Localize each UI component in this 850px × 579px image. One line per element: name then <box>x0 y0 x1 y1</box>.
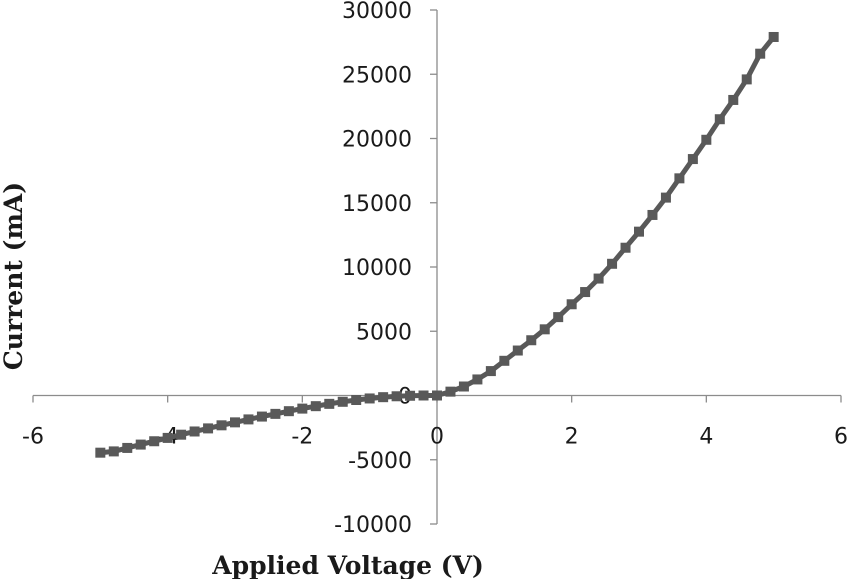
data-point <box>526 335 537 346</box>
data-point <box>499 355 510 366</box>
data-point <box>687 154 698 165</box>
data-point <box>660 192 671 203</box>
data-point <box>324 398 335 409</box>
data-point <box>162 432 173 443</box>
data-point <box>337 396 348 407</box>
data-point <box>620 242 631 253</box>
y-tick-label: -5000 <box>348 449 412 474</box>
data-point <box>512 345 523 356</box>
data-point <box>647 209 658 220</box>
data-point <box>364 393 375 404</box>
series-group <box>95 31 779 458</box>
data-point <box>108 446 119 457</box>
data-point <box>741 74 752 85</box>
x-tick-label: 0 <box>430 425 444 450</box>
data-point <box>297 403 308 414</box>
data-point <box>674 173 685 184</box>
data-point <box>580 287 591 298</box>
data-point <box>607 258 618 269</box>
data-point <box>634 226 644 237</box>
data-point <box>203 423 214 434</box>
data-point <box>458 381 469 392</box>
data-point <box>418 390 429 401</box>
y-axis-title: Current (mA) <box>0 182 28 370</box>
data-point <box>728 94 739 105</box>
data-point <box>135 439 146 450</box>
data-point <box>539 324 550 335</box>
x-tick-label: 6 <box>834 425 848 450</box>
data-point <box>216 420 227 431</box>
data-point <box>755 48 766 59</box>
data-point <box>176 429 187 440</box>
data-point <box>445 386 456 397</box>
x-tick-label: -6 <box>22 425 44 450</box>
data-point <box>243 414 254 425</box>
data-point <box>432 390 442 401</box>
y-tick-label: 25000 <box>342 63 412 88</box>
data-point <box>189 426 200 437</box>
x-tick-label: 2 <box>565 425 579 450</box>
data-point <box>283 406 294 417</box>
data-point <box>768 31 779 42</box>
data-point <box>230 417 240 428</box>
data-point <box>95 447 106 458</box>
data-point <box>270 408 281 419</box>
y-tick-label: -10000 <box>334 513 412 538</box>
data-point <box>714 114 725 125</box>
data-point <box>378 392 389 403</box>
data-point <box>701 134 712 145</box>
x-tick-label: -2 <box>291 425 313 450</box>
y-tick-label: 5000 <box>356 320 412 345</box>
x-axis-title: Applied Voltage (V) <box>211 551 484 579</box>
x-tick-label: 4 <box>699 425 713 450</box>
data-point <box>310 401 321 412</box>
y-tick-group: -10000-500005000100001500020000250003000… <box>334 0 437 538</box>
y-tick-label: 30000 <box>342 0 412 24</box>
data-point <box>553 312 564 323</box>
data-point <box>485 366 496 377</box>
y-tick-label: 15000 <box>342 192 412 217</box>
data-point <box>472 374 483 385</box>
data-point <box>256 411 267 422</box>
data-point <box>391 391 402 402</box>
data-point <box>149 436 160 447</box>
data-point <box>122 442 133 453</box>
y-tick-label: 10000 <box>342 256 412 281</box>
y-tick-label: 20000 <box>342 128 412 153</box>
data-point <box>593 273 604 284</box>
data-point <box>351 394 362 405</box>
data-point <box>405 390 416 401</box>
data-point <box>566 299 577 310</box>
